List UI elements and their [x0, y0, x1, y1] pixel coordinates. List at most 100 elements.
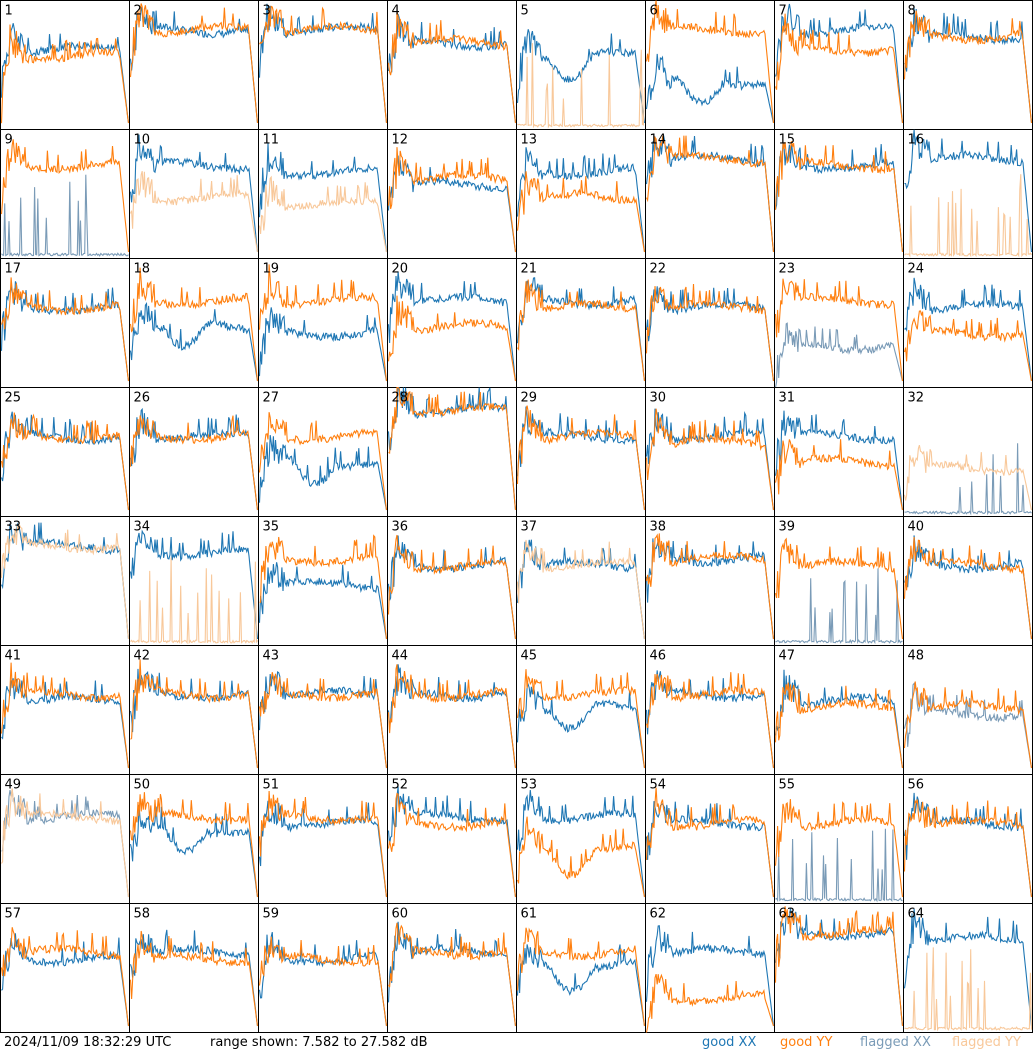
panel-35: 35 [258, 516, 388, 646]
panel-label: 58 [134, 907, 151, 922]
panel-9: 9 [0, 129, 130, 259]
panel-frame [0, 258, 130, 388]
panel-label: 19 [263, 262, 280, 277]
panel-27: 27 [258, 387, 388, 517]
panel-frame [516, 258, 646, 388]
series-xx-good [129, 301, 259, 382]
panel-37: 37 [516, 516, 646, 646]
legend-good-yy: good YY [780, 1035, 833, 1050]
series-yy-good [259, 5, 388, 124]
panel-label: 59 [263, 907, 280, 922]
panel-label: 26 [134, 391, 151, 406]
panel-frame [645, 645, 775, 775]
series-yy-good [387, 11, 517, 124]
panel-label: 45 [521, 649, 538, 664]
series-yy-good [387, 792, 517, 898]
panel-frame [903, 903, 1033, 1033]
series-yy-good [516, 816, 646, 898]
series-xx-flagged [904, 443, 1032, 516]
panel-frame [0, 903, 130, 1033]
panel-53: 53 [516, 774, 646, 904]
panel-label: 44 [392, 649, 409, 664]
panel-label: 24 [908, 262, 925, 277]
series-yy-good [645, 0, 775, 124]
panel-25: 25 [0, 387, 130, 517]
panel-label: 25 [5, 391, 22, 406]
series-yy-good [387, 295, 517, 382]
panel-label: 23 [779, 262, 796, 277]
panel-frame [516, 516, 646, 646]
panel-12: 12 [387, 129, 517, 259]
series-xx-good [774, 410, 904, 511]
panel-frame [258, 774, 388, 904]
panel-6: 6 [645, 0, 775, 130]
panel-59: 59 [258, 903, 388, 1033]
panel-label: 61 [521, 907, 538, 922]
series-yy-good [129, 415, 259, 511]
panel-frame [387, 0, 517, 130]
series-yy-good [0, 24, 130, 124]
series-xx-good [258, 435, 388, 511]
panel-frame [645, 774, 775, 904]
series-yy-good [130, 659, 259, 769]
panel-frame [645, 387, 775, 517]
series-yy-good [129, 930, 259, 1027]
series-yy-flagged [0, 523, 130, 640]
panel-label: 12 [392, 133, 409, 148]
panel-frame [387, 516, 517, 646]
panel-3: 3 [258, 0, 388, 130]
series-xx-good [258, 931, 388, 1027]
series-xx-flagged [775, 568, 903, 645]
panel-label: 41 [5, 649, 22, 664]
panel-13: 13 [516, 129, 646, 259]
panel-label: 57 [5, 907, 22, 922]
panel-20: 20 [387, 258, 517, 388]
series-xx-good [0, 281, 130, 382]
series-xx-good [387, 155, 517, 253]
panel-17: 17 [0, 258, 130, 388]
series-yy-good [387, 664, 517, 769]
panel-18: 18 [129, 258, 259, 388]
panel-33: 33 [0, 516, 130, 646]
panel-30: 30 [645, 387, 775, 517]
series-yy-good [903, 536, 1033, 640]
panel-frame [516, 645, 646, 775]
panel-label: 49 [5, 778, 22, 793]
series-yy-flagged [129, 170, 259, 253]
panel-label: 53 [521, 778, 538, 793]
panel-frame [516, 774, 646, 904]
panel-47: 47 [774, 645, 904, 775]
panel-label: 6 [650, 4, 658, 19]
series-yy-good [516, 405, 646, 511]
panel-56: 56 [903, 774, 1033, 904]
panel-label: 35 [263, 520, 280, 535]
series-xx-flagged [903, 682, 1033, 769]
panel-label: 14 [650, 133, 667, 148]
series-yy-good [129, 3, 259, 124]
series-xx-good [774, 3, 904, 124]
series-yy-good [517, 279, 646, 382]
series-xx-flagged [774, 322, 904, 388]
panel-frame [903, 774, 1033, 904]
panel-label: 15 [779, 133, 796, 148]
panel-frame [774, 645, 904, 775]
panel-label: 62 [650, 907, 667, 922]
panel-frame [774, 516, 904, 646]
panel-10: 10 [129, 129, 259, 259]
series-xx-good [774, 669, 904, 769]
series-xx-good [129, 805, 259, 898]
panel-label: 52 [392, 778, 409, 793]
panel-58: 58 [129, 903, 259, 1033]
timestamp: 2024/11/09 18:32:29 UTC [4, 1035, 172, 1050]
panel-36: 36 [387, 516, 517, 646]
panel-19: 19 [258, 258, 388, 388]
series-xx-good [516, 944, 646, 1027]
panel-frame [645, 258, 775, 388]
panel-8: 8 [903, 0, 1033, 130]
series-yy-good [0, 662, 130, 769]
panel-64: 64 [903, 903, 1033, 1033]
series-xx-good [904, 277, 1033, 382]
series-xx-good [0, 411, 130, 511]
panel-frame [258, 903, 388, 1033]
